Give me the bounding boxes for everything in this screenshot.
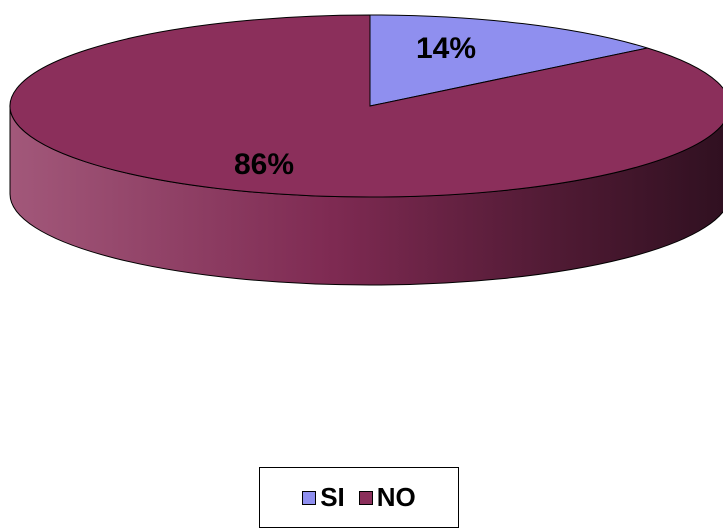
legend-swatch-no [358,490,373,505]
legend-item-si: SI [302,482,345,513]
legend-swatch-si [302,490,317,505]
legend: SI NO [259,467,459,528]
data-label-si: 14% [416,32,476,65]
legend-item-no: NO [358,482,416,513]
pie-slice-si [369,14,648,107]
data-label-no: 86% [234,148,294,181]
legend-label-si: SI [320,482,345,512]
pie-slice-no [9,14,723,198]
legend-label-no: NO [376,482,416,512]
